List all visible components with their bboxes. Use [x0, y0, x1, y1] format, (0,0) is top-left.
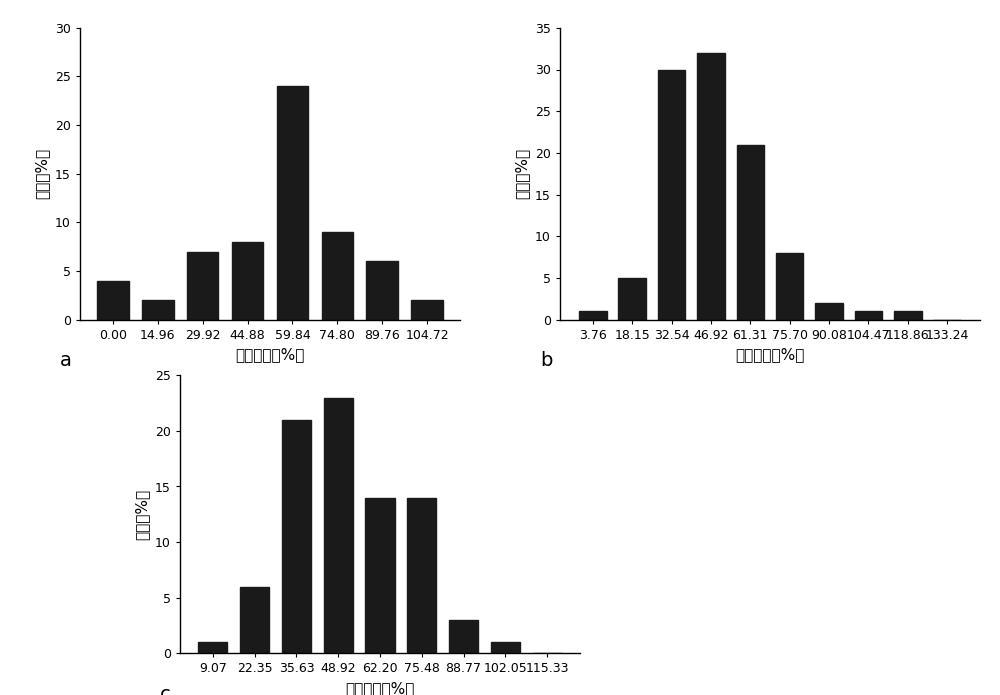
Bar: [407, 498, 436, 653]
Bar: [579, 311, 607, 320]
Bar: [365, 498, 395, 653]
Bar: [449, 620, 478, 653]
Text: b: b: [540, 351, 552, 370]
Text: c: c: [160, 685, 171, 695]
Bar: [855, 311, 882, 320]
Bar: [411, 300, 443, 320]
Bar: [894, 311, 922, 320]
Bar: [282, 420, 311, 653]
Bar: [618, 278, 646, 320]
Y-axis label: 频率（%）: 频率（%）: [35, 148, 50, 199]
Y-axis label: 频率（%）: 频率（%）: [515, 148, 530, 199]
Bar: [322, 232, 353, 320]
Bar: [366, 261, 398, 320]
Bar: [491, 642, 520, 653]
Bar: [97, 281, 129, 320]
Bar: [815, 303, 843, 320]
Bar: [697, 53, 725, 320]
Bar: [277, 86, 308, 320]
Bar: [187, 252, 218, 320]
Bar: [232, 242, 263, 320]
X-axis label: 雌虫指数（%）: 雌虫指数（%）: [345, 681, 415, 695]
Bar: [240, 587, 269, 653]
Bar: [658, 70, 685, 320]
Bar: [142, 300, 174, 320]
Y-axis label: 频率（%）: 频率（%）: [135, 489, 150, 540]
X-axis label: 雌虫指数（%）: 雌虫指数（%）: [235, 348, 305, 362]
X-axis label: 雌虫指数（%）: 雌虫指数（%）: [735, 348, 805, 362]
Text: a: a: [60, 351, 72, 370]
Bar: [324, 398, 353, 653]
Bar: [737, 145, 764, 320]
Bar: [198, 642, 227, 653]
Bar: [776, 253, 803, 320]
